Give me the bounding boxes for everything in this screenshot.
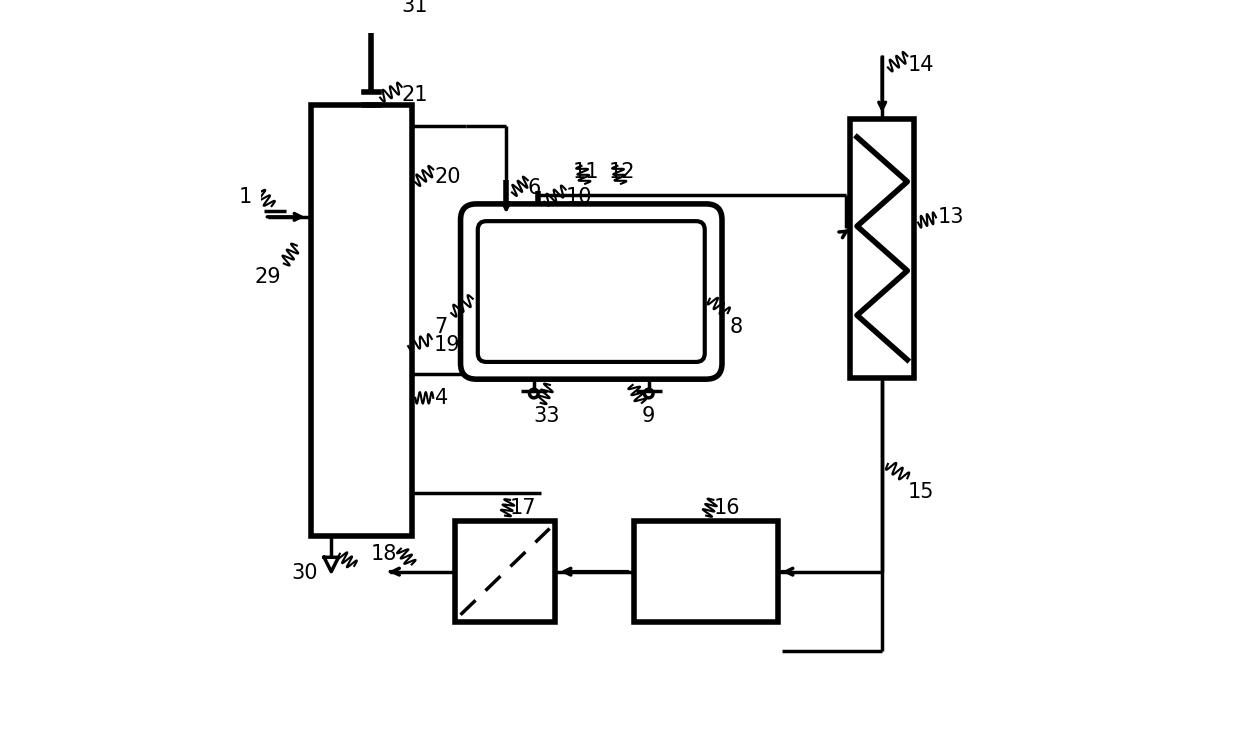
Text: 13: 13: [937, 207, 963, 228]
Bar: [635, 521, 777, 622]
Text: 17: 17: [510, 498, 537, 519]
Text: 33: 33: [533, 406, 560, 427]
Text: 9: 9: [642, 406, 655, 427]
Text: 21: 21: [402, 84, 428, 105]
Text: 15: 15: [908, 482, 934, 502]
Text: 4: 4: [435, 388, 448, 408]
Text: 6: 6: [528, 178, 541, 198]
Text: 12: 12: [609, 162, 635, 182]
Text: 7: 7: [434, 317, 448, 337]
Text: 29: 29: [254, 267, 281, 287]
Text: 16: 16: [713, 498, 740, 519]
Text: 1: 1: [239, 187, 252, 207]
Text: 18: 18: [371, 544, 397, 564]
Text: 31: 31: [402, 0, 428, 16]
Text: 14: 14: [908, 54, 934, 75]
Text: 8: 8: [729, 317, 743, 337]
Text: 19: 19: [433, 336, 460, 355]
Bar: [311, 105, 412, 536]
Text: 20: 20: [435, 167, 461, 187]
Text: 30: 30: [291, 563, 319, 583]
FancyBboxPatch shape: [477, 221, 704, 362]
FancyBboxPatch shape: [460, 204, 722, 379]
Text: 10: 10: [565, 188, 593, 207]
Text: 11: 11: [573, 162, 599, 182]
Bar: [849, 119, 914, 378]
Bar: [455, 521, 556, 622]
